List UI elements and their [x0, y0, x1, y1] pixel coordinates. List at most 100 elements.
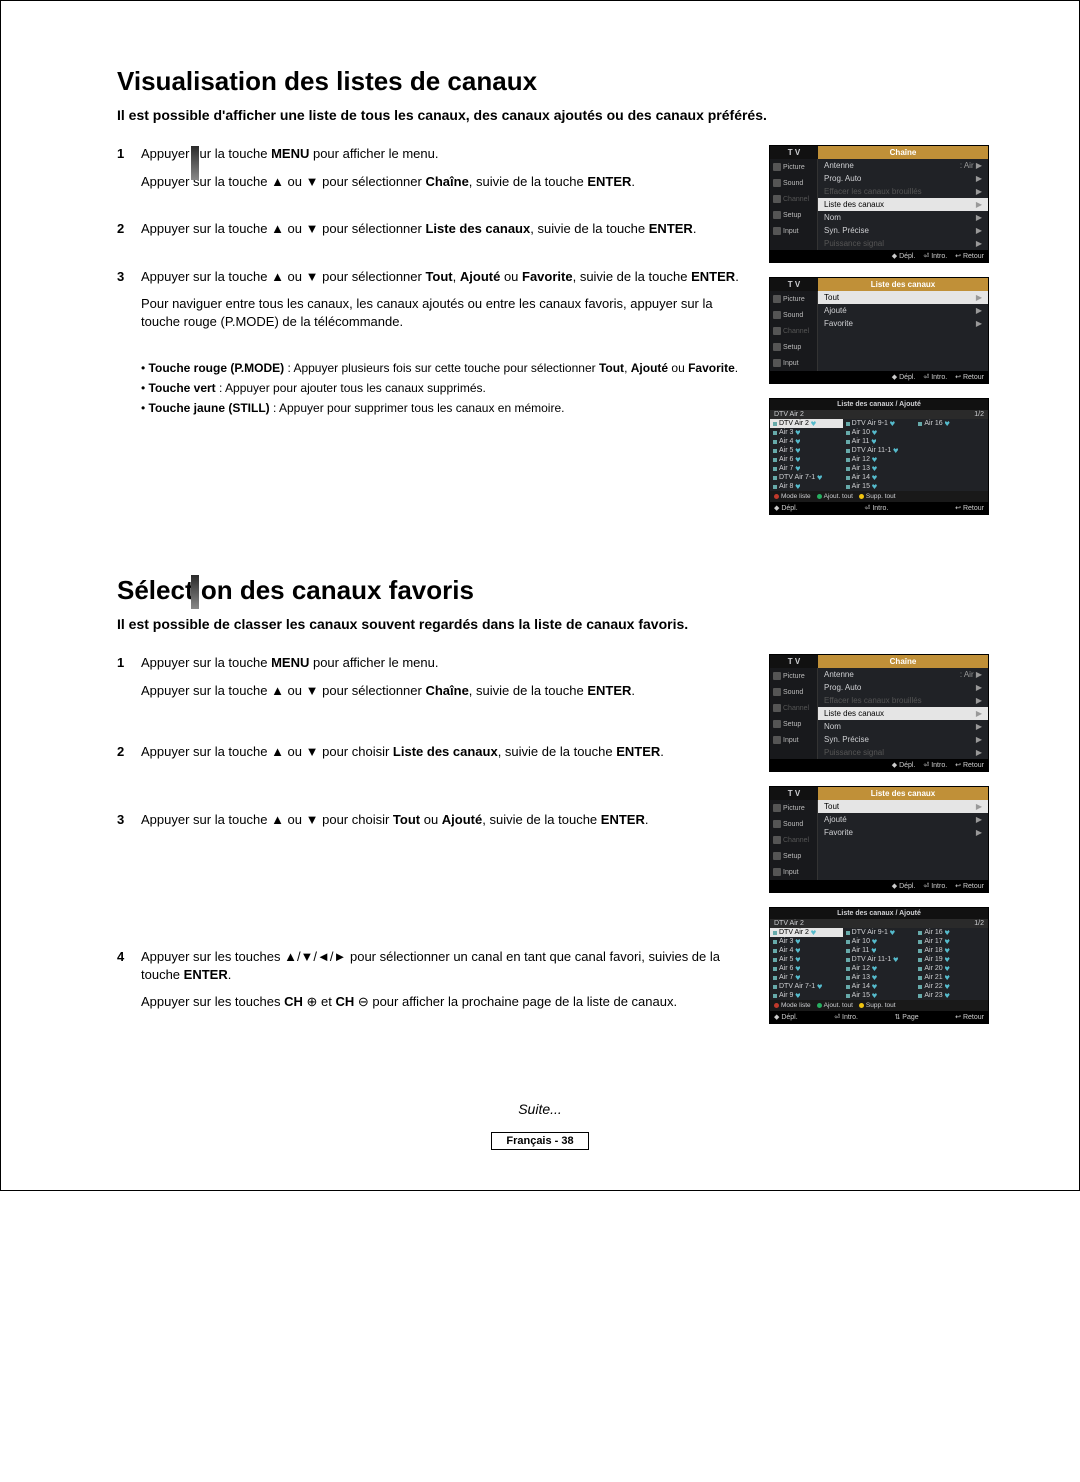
menu-title: Liste des canaux	[818, 787, 988, 800]
channel-cell: DTV Air 9-1	[843, 419, 916, 428]
section2-text-column: 1Appuyer sur la touche MENU pour affiche…	[117, 654, 755, 1041]
section1-intro: Il est possible d'afficher une liste de …	[117, 107, 989, 123]
heart-icon	[872, 457, 877, 462]
channel-cell: Air 11	[843, 437, 916, 446]
grid-footer: ◆ Dépl.⏎ Intro.⇅ Page↩ Retour	[770, 1011, 988, 1023]
dot-icon	[773, 431, 777, 435]
dot-icon	[918, 940, 922, 944]
heart-icon	[945, 948, 950, 953]
dot-icon	[846, 467, 850, 471]
menu-row: Antenne: Air ▶	[818, 159, 988, 172]
heart-icon	[893, 448, 898, 453]
nav-icon	[773, 163, 781, 171]
channel-cell	[915, 455, 988, 464]
section1-title: Visualisation des listes de canaux	[117, 66, 989, 97]
channel-cell: Air 9	[770, 991, 843, 1000]
channel-cell: Air 10	[843, 937, 916, 946]
heart-icon	[795, 993, 800, 998]
heart-icon	[871, 948, 876, 953]
step-text: Appuyer sur la touche MENU pour afficher…	[141, 145, 755, 163]
tv-nav-input: Input	[770, 223, 817, 239]
step-number: 2	[117, 220, 131, 248]
dot-icon	[846, 994, 850, 998]
heart-icon	[872, 430, 877, 435]
dot-icon	[846, 458, 850, 462]
step-number: 1	[117, 145, 131, 200]
tv-footer: ◆ Dépl.⏎ Intro.↩ Retour	[770, 250, 988, 262]
page-footer: Français - 38	[91, 1131, 989, 1150]
grid-subtitle: DTV Air 21/2	[770, 919, 988, 928]
menu-row: Nom ▶	[818, 211, 988, 224]
heart-icon	[795, 939, 800, 944]
tv-nav: PictureSoundChannelSetupInput	[770, 668, 818, 759]
tv-menu-chaine: T VChaînePictureSoundChannelSetupInputAn…	[769, 145, 989, 263]
dot-icon	[773, 967, 777, 971]
step-2: 2Appuyer sur la touche ▲ ou ▼ pour sélec…	[117, 220, 755, 248]
heart-icon	[890, 421, 895, 426]
section-visualisation: Visualisation des listes de canaux Il es…	[91, 66, 989, 515]
nav-icon	[773, 195, 781, 203]
dot-icon	[846, 940, 850, 944]
channel-cell: Air 16	[915, 419, 988, 428]
nav-icon	[773, 227, 781, 235]
nav-icon	[773, 720, 781, 728]
tv-nav-setup: Setup	[770, 207, 817, 223]
dot-icon	[846, 985, 850, 989]
channel-cell: Air 20	[915, 964, 988, 973]
tv-nav: PictureSoundChannelSetupInput	[770, 159, 818, 250]
tv-label: T V	[770, 278, 818, 291]
tv-nav-picture: Picture	[770, 800, 817, 816]
dot-icon	[918, 949, 922, 953]
nav-icon	[773, 359, 781, 367]
tv-nav-input: Input	[770, 355, 817, 371]
nav-icon	[773, 311, 781, 319]
channel-cell: Air 21	[915, 973, 988, 982]
heart-icon	[945, 984, 950, 989]
channel-cell: Air 4	[770, 437, 843, 446]
step-3: 3 Appuyer sur la touche ▲ ou ▼ pour chois…	[117, 811, 755, 839]
channel-cell: Air 22	[915, 982, 988, 991]
menu-row: Effacer les canaux brouillés ▶	[818, 185, 988, 198]
nav-icon	[773, 327, 781, 335]
heart-icon	[890, 930, 895, 935]
dot-icon	[846, 958, 850, 962]
heart-icon	[872, 984, 877, 989]
channel-cell: Air 5	[770, 446, 843, 455]
step-number: 2	[117, 743, 131, 771]
menu-title: Liste des canaux	[818, 278, 988, 291]
channel-cell	[915, 473, 988, 482]
menu-row: Favorite ▶	[818, 826, 988, 839]
dot-icon	[846, 949, 850, 953]
heart-icon	[795, 484, 800, 489]
heart-icon	[811, 421, 816, 426]
section1-figure-column: T VChaînePictureSoundChannelSetupInputAn…	[769, 145, 989, 515]
nav-icon	[773, 852, 781, 860]
grid-subtitle: DTV Air 21/2	[770, 410, 988, 419]
channel-cell: DTV Air 7-1	[770, 473, 843, 482]
heart-icon	[817, 475, 822, 480]
channel-cell: DTV Air 11-1	[843, 446, 916, 455]
tv-nav-input: Input	[770, 732, 817, 748]
dot-icon	[846, 449, 850, 453]
tv-label: T V	[770, 787, 818, 800]
heart-icon	[945, 939, 950, 944]
tv-nav-picture: Picture	[770, 668, 817, 684]
tv-footer: ◆ Dépl.⏎ Intro.↩ Retour	[770, 371, 988, 383]
step-text: Appuyer sur les touches ▲/▼/◄/► pour sél…	[141, 948, 755, 983]
tv-nav-setup: Setup	[770, 848, 817, 864]
channel-cell: Air 15	[843, 482, 916, 491]
dot-icon	[773, 949, 777, 953]
section2-figure-column: T VChaînePictureSoundChannelSetupInputAn…	[769, 654, 989, 1041]
channel-cell: Air 16	[915, 928, 988, 937]
step-text: Appuyer sur la touche ▲ ou ▼ pour choisi…	[141, 811, 755, 829]
step-number: 3	[117, 811, 131, 839]
title-accent	[191, 146, 199, 180]
channel-cell	[915, 464, 988, 473]
dot-icon	[773, 476, 777, 480]
dot-icon	[846, 422, 850, 426]
heart-icon	[795, 439, 800, 444]
section1-text-column: 1 Appuyer sur la touche MENU pour affiche…	[117, 145, 755, 515]
step-number: 4	[117, 948, 131, 1021]
channel-cell: Air 7	[770, 973, 843, 982]
channel-cell: Air 14	[843, 473, 916, 482]
